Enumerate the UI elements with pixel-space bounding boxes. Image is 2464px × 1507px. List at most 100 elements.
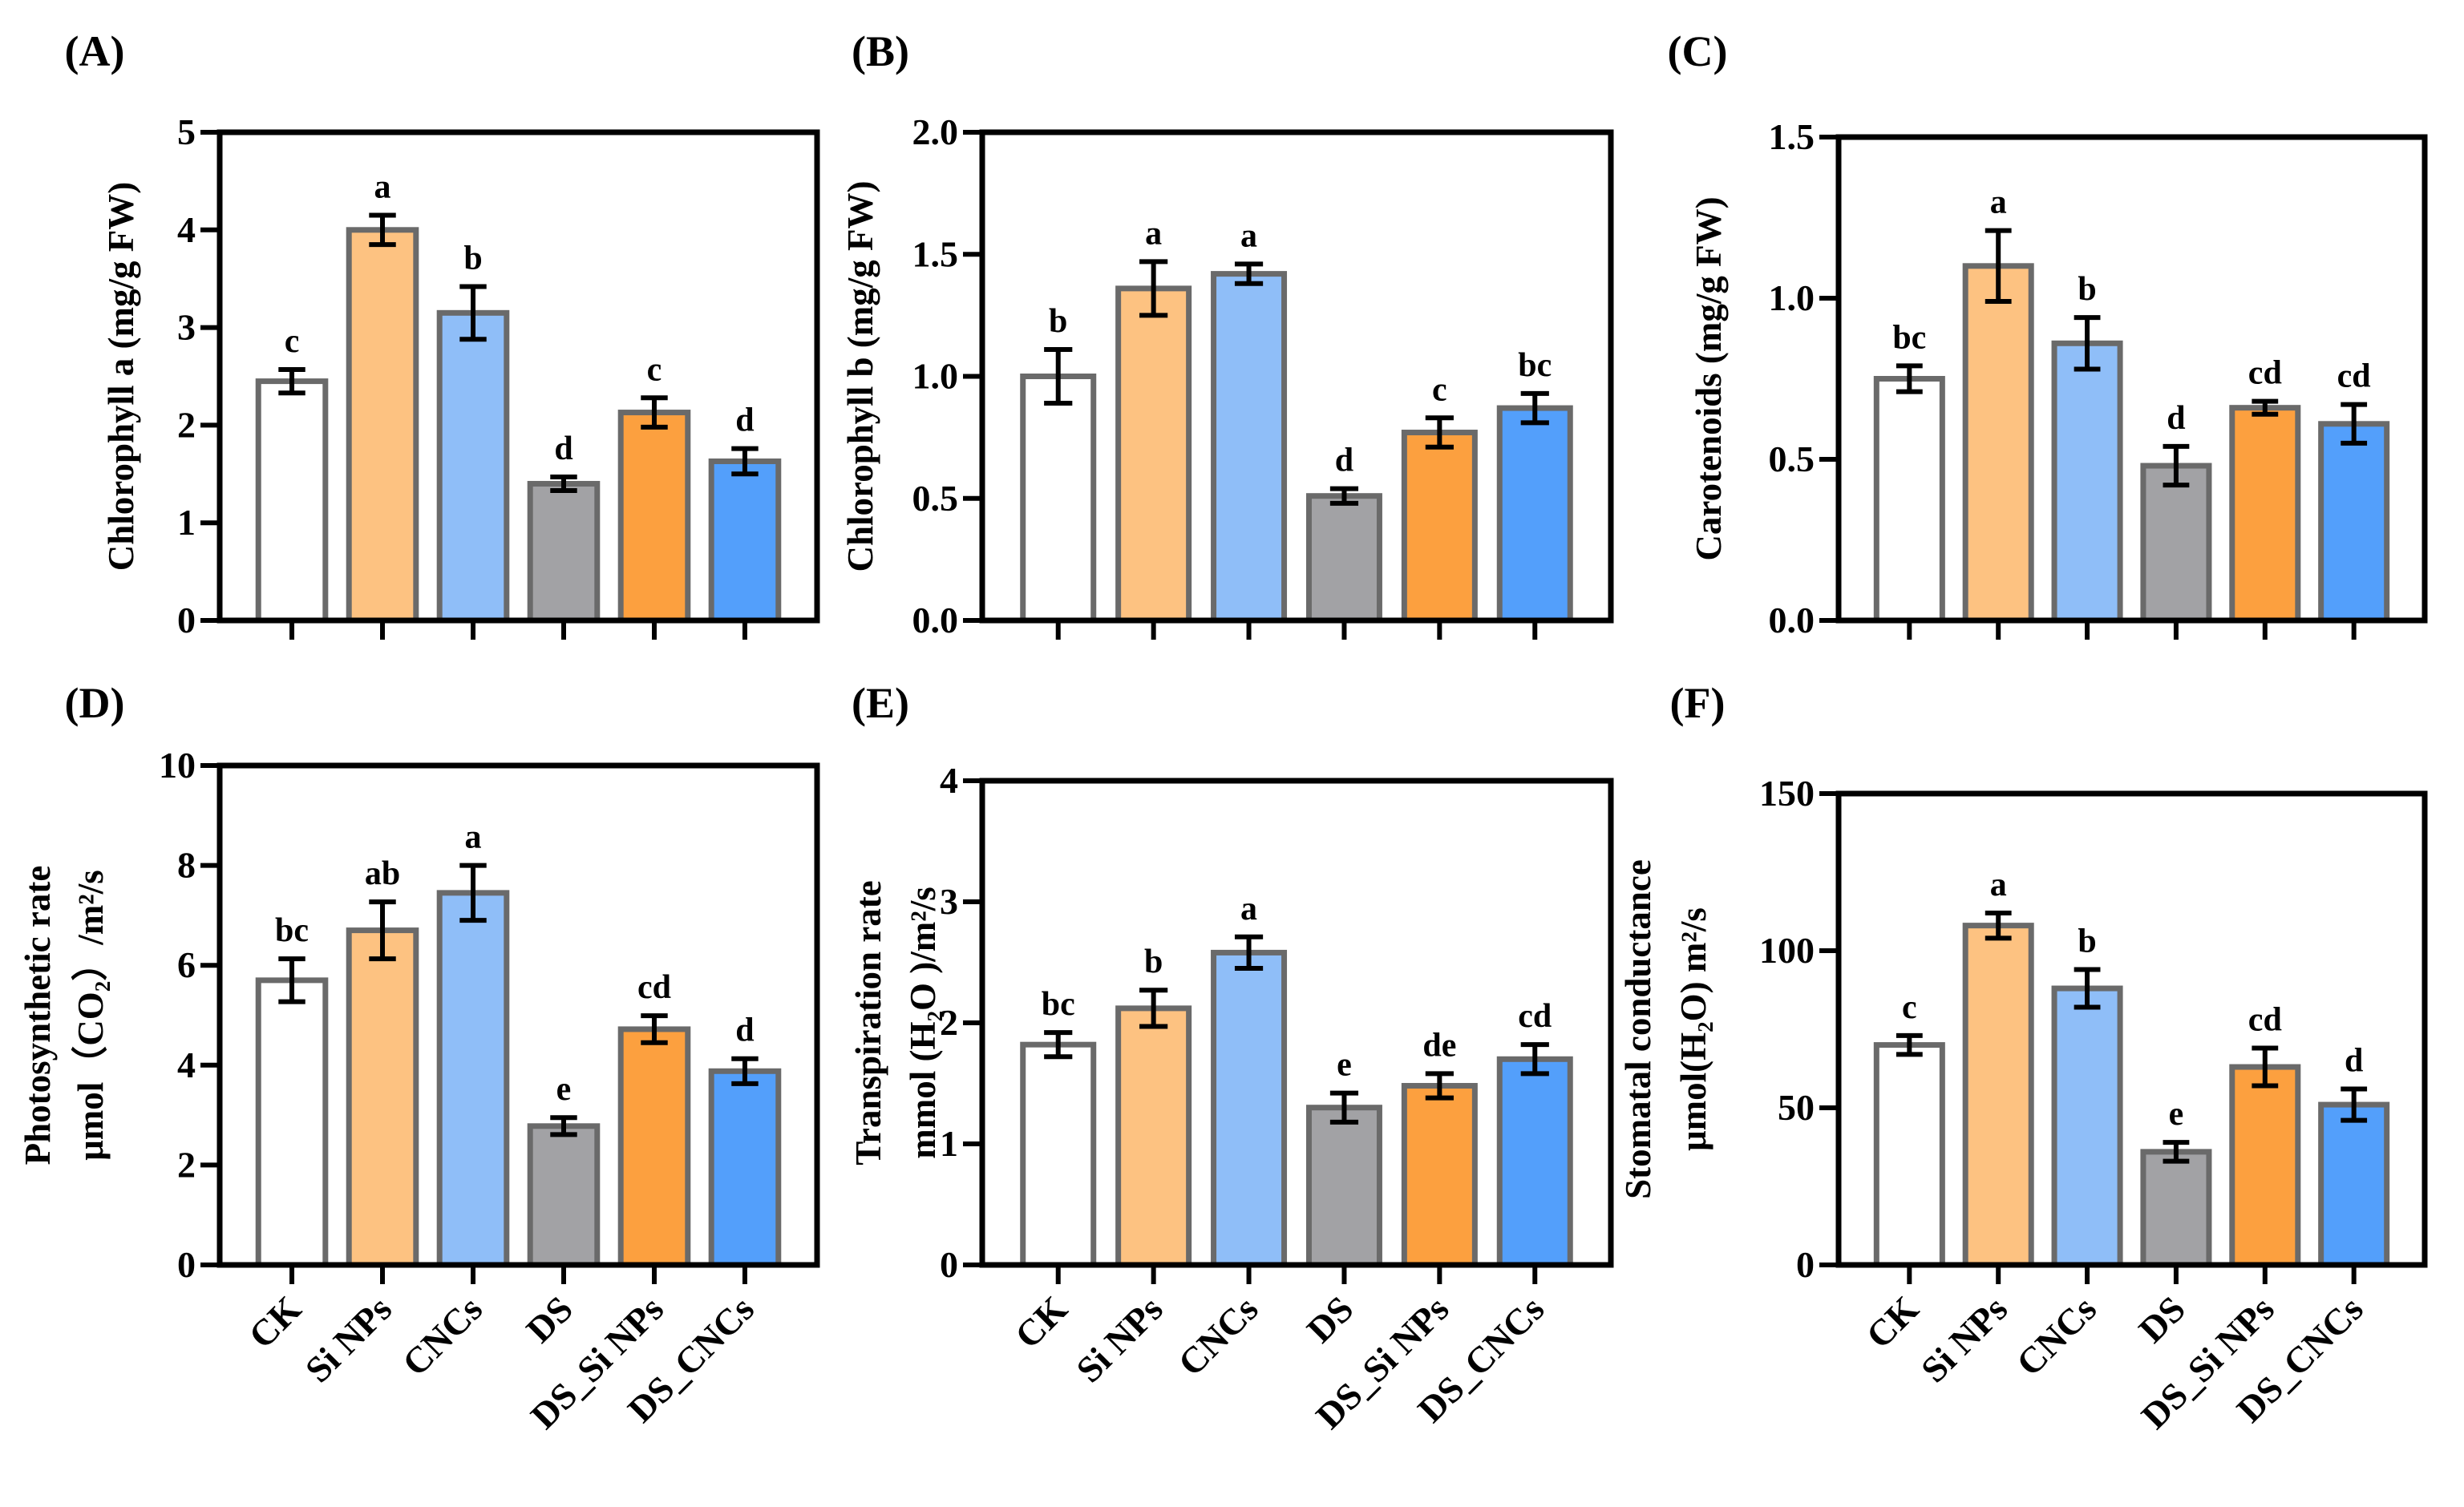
bar: [2140, 1149, 2212, 1268]
y-tick-label: 4: [940, 760, 958, 801]
y-tick-label: 1: [177, 502, 196, 543]
significance-letter: a: [1990, 184, 2007, 221]
bar: [2229, 1064, 2301, 1268]
y-tick-label: 2.0: [912, 111, 959, 152]
bar: [2318, 421, 2390, 624]
y-tick-label: 2: [177, 1144, 196, 1185]
bar: [708, 1068, 782, 1268]
bar: [1020, 374, 1097, 624]
y-tick-label: 0: [177, 600, 196, 640]
significance-letter: e: [556, 1071, 572, 1108]
y-axis-label: mmol (H₂O )/m²/s: [903, 887, 943, 1158]
significance-letter: d: [735, 402, 754, 439]
y-tick-label: 6: [177, 944, 196, 985]
y-tick-label: 3: [177, 307, 196, 348]
bar: [1962, 263, 2034, 624]
x-tick-label: CK: [241, 1288, 309, 1356]
bar: [1211, 271, 1288, 624]
bar: [1020, 1041, 1097, 1268]
bar: [2051, 340, 2123, 624]
x-tick-label: CK: [1007, 1288, 1075, 1356]
y-tick-label: 50: [1778, 1087, 1815, 1128]
y-tick-label: 0: [177, 1244, 196, 1285]
bar: [255, 378, 329, 624]
significance-letter: a: [1240, 891, 1257, 927]
y-axis-label: Photosynthetic rate: [18, 866, 58, 1166]
x-tick-label: DS: [1299, 1288, 1361, 1351]
bar: [1305, 493, 1382, 624]
panel-b: (B) b a a d c bc 0.0 0.5 1.0 1.5 2.0 Chlorophyll b (…: [840, 27, 1614, 640]
y-tick-label: 0.5: [912, 478, 959, 519]
y-tick-label: 100: [1759, 930, 1815, 971]
significance-letter: bc: [1892, 319, 1926, 356]
significance-letter: c: [285, 323, 300, 360]
panel-label: (B): [852, 27, 909, 75]
panel-c: (C) bc a b d cd cd 0.0 0.5 1.0 1.5 Carotenoids (mg/…: [1668, 27, 2428, 640]
y-tick-label: 1: [940, 1123, 958, 1164]
bar: [1962, 923, 2034, 1268]
y-tick-label: 1.0: [1769, 277, 1815, 318]
bar: [1115, 1005, 1192, 1268]
x-tick-label: CNCs: [394, 1288, 490, 1384]
x-tick-label: CNCs: [1170, 1288, 1265, 1384]
x-tick-label: DS: [2130, 1288, 2193, 1351]
bar: [617, 410, 691, 624]
y-tick-label: 0: [940, 1244, 958, 1285]
y-axis-label: Carotenoids (mg/g FW): [1689, 196, 1729, 560]
plot-frame: [216, 762, 820, 1268]
significance-letter: cd: [1518, 998, 1552, 1035]
bar: [2051, 985, 2123, 1268]
x-tick-label: DS: [518, 1288, 581, 1351]
bar: [617, 1026, 691, 1268]
significance-letter: cd: [2248, 355, 2282, 392]
y-tick-label: 4: [177, 1044, 196, 1085]
bar: [2140, 463, 2212, 624]
significance-letter: b: [1049, 303, 1067, 340]
bar: [436, 890, 510, 1268]
x-tick-label: Si NPs: [297, 1288, 399, 1390]
significance-letter: de: [1422, 1027, 1456, 1064]
significance-letter: d: [2345, 1042, 2363, 1079]
significance-letter: bc: [1518, 347, 1552, 384]
significance-letter: c: [1432, 371, 1447, 408]
plot-frame: [1835, 790, 2428, 1268]
bar: [1115, 285, 1192, 624]
significance-letter: e: [1337, 1047, 1352, 1084]
significance-letter: d: [735, 1012, 754, 1049]
significance-letter: a: [1145, 215, 1162, 252]
significance-letter: e: [2169, 1096, 2184, 1133]
y-tick-label: 0.0: [1769, 600, 1815, 640]
x-tick-label: CNCs: [2009, 1288, 2104, 1384]
y-axis-label: Stomatal conductance: [1618, 859, 1658, 1199]
bar: [1401, 430, 1478, 624]
panel-a: (A) c a b d c d 0 1 2 3 4 5 Chlorophyll a (mg/g FW): [65, 27, 820, 640]
bar: [436, 309, 510, 624]
y-tick-label: 2: [940, 1002, 958, 1043]
bar: [1401, 1083, 1478, 1268]
panel-label: (F): [1670, 679, 1726, 727]
y-tick-label: 150: [1759, 773, 1815, 814]
y-tick-label: 4: [177, 209, 196, 250]
y-tick-label: 0: [1796, 1244, 1815, 1285]
significance-letter: bc: [1042, 986, 1075, 1023]
y-tick-label: 1.5: [912, 233, 959, 274]
significance-letter: b: [1144, 943, 1163, 980]
significance-letter: b: [2078, 923, 2096, 960]
y-tick-label: 8: [177, 845, 196, 886]
panel-label: (E): [852, 679, 909, 727]
bar: [346, 927, 419, 1268]
bar: [1496, 405, 1573, 624]
y-axis-label: Chlorophyll a (mg/g FW): [101, 182, 141, 571]
y-tick-label: 10: [159, 745, 196, 786]
y-axis-label: Chlorophyll b (mg/g FW): [840, 181, 880, 572]
significance-letter: cd: [637, 969, 671, 1006]
significance-letter: ab: [365, 855, 400, 892]
significance-letter: a: [374, 169, 391, 206]
bar: [1873, 376, 1945, 624]
significance-letter: b: [2078, 271, 2096, 308]
significance-letter: cd: [2248, 1002, 2282, 1039]
bar: [527, 1123, 601, 1268]
bar: [1305, 1105, 1382, 1268]
